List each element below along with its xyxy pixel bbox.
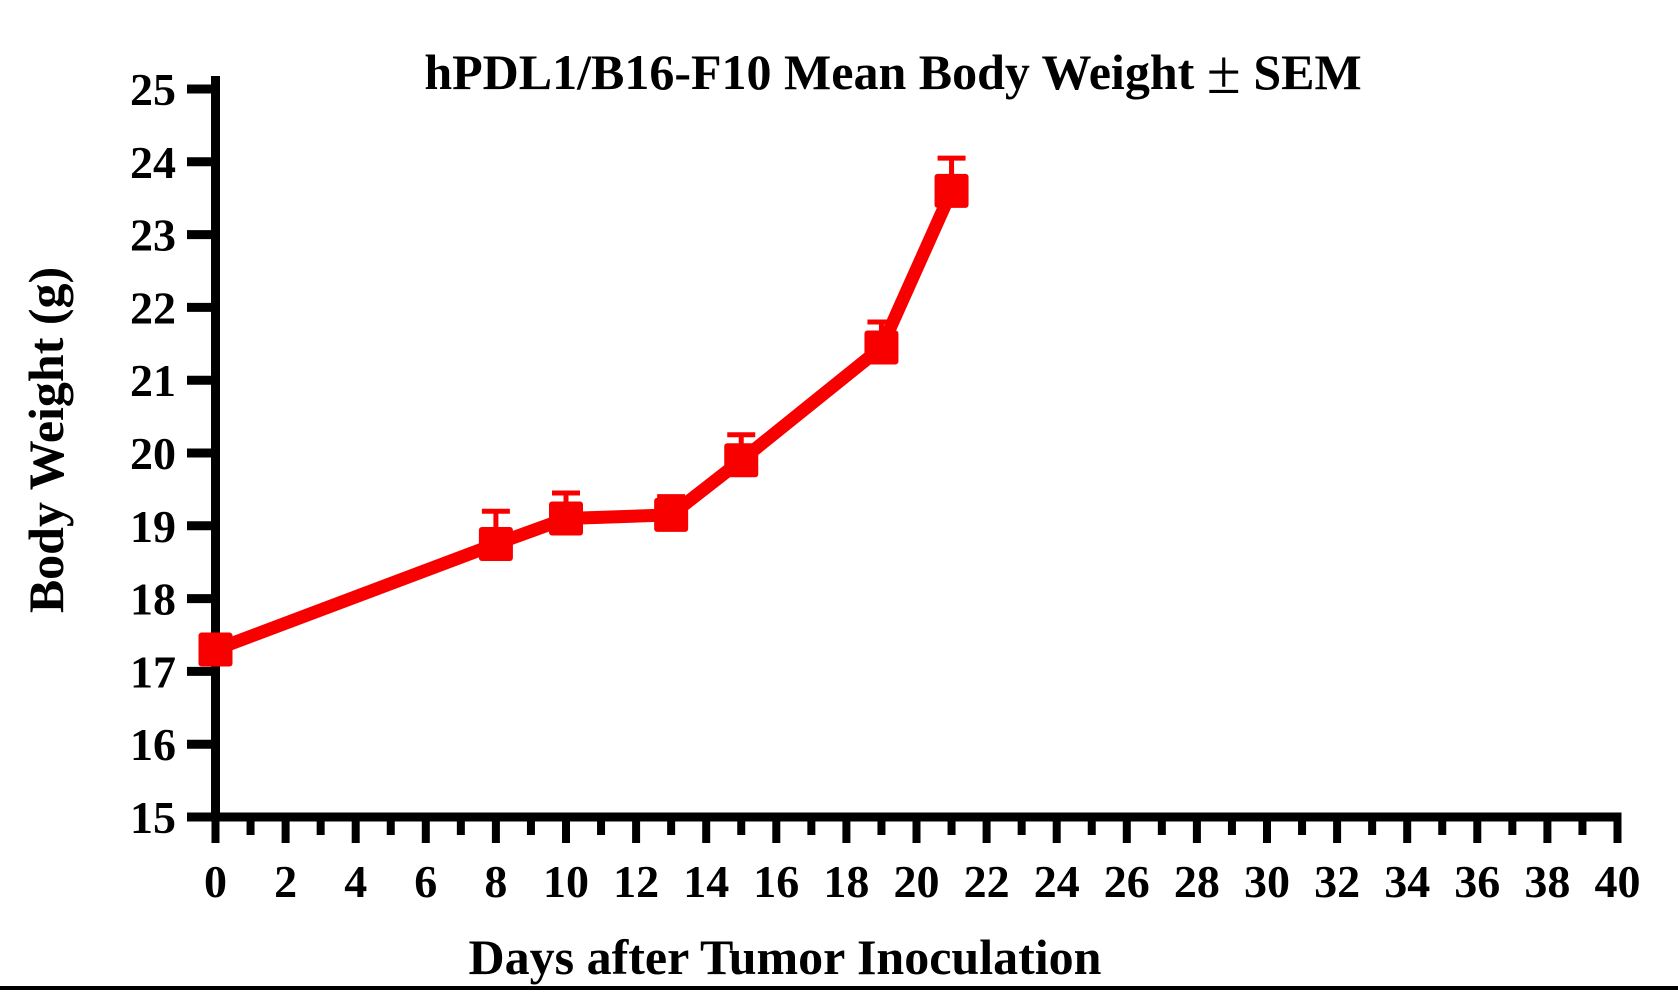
x-axis-label: Days after Tumor Inoculation [468,929,1102,985]
data-point-marker [724,443,759,478]
x-tick-label: 38 [1524,856,1570,907]
y-tick-label: 20 [130,428,176,479]
x-tick-label: 20 [894,856,940,907]
data-point-marker [478,527,513,561]
data-point-marker [864,330,899,365]
data-point-marker [934,173,969,208]
x-tick-label: 18 [823,856,869,907]
data-point-marker [549,501,583,536]
x-tick-label: 12 [613,856,659,907]
y-tick-label: 19 [130,501,176,552]
x-tick-label: 6 [414,856,437,907]
y-tick-label: 17 [130,646,176,697]
y-tick-label: 25 [130,64,176,115]
y-tick-label: 23 [130,210,176,261]
x-tick-label: 26 [1104,856,1150,907]
x-tick-label: 34 [1384,856,1430,907]
data-point-marker [654,497,689,532]
x-tick-label: 2 [274,856,297,907]
x-tick-label: 22 [964,856,1010,907]
y-tick-label: 15 [130,792,176,843]
chart-title: hPDL1/B16-F10 Mean Body Weight ± SEM [215,42,1571,104]
bottom-border-rule [0,986,1678,990]
x-tick-label: 8 [484,856,507,907]
x-tick-label: 14 [683,856,729,907]
x-tick-label: 40 [1595,856,1641,907]
data-line [213,188,958,656]
y-tick-label: 18 [130,574,176,625]
chart-title-prefix: hPDL1/B16-F10 Mean Body Weight [424,44,1207,100]
x-tick-label: 10 [543,856,589,907]
chart-title-suffix: SEM [1240,44,1362,100]
y-tick-label: 21 [130,355,176,406]
y-tick-label: 22 [130,282,176,333]
x-tick-label: 32 [1314,856,1360,907]
plus-minus-symbol: ± [1206,39,1241,107]
x-tick-label: 24 [1034,856,1080,907]
x-tick-label: 30 [1244,856,1290,907]
x-tick-label: 36 [1454,856,1500,907]
x-tick-label: 16 [753,856,799,907]
y-tick-label: 24 [130,137,176,188]
y-tick-label: 16 [130,719,176,770]
x-tick-label: 0 [204,856,227,907]
x-tick-label: 28 [1174,856,1220,907]
data-point-marker [198,632,233,667]
x-tick-label: 4 [344,856,367,907]
